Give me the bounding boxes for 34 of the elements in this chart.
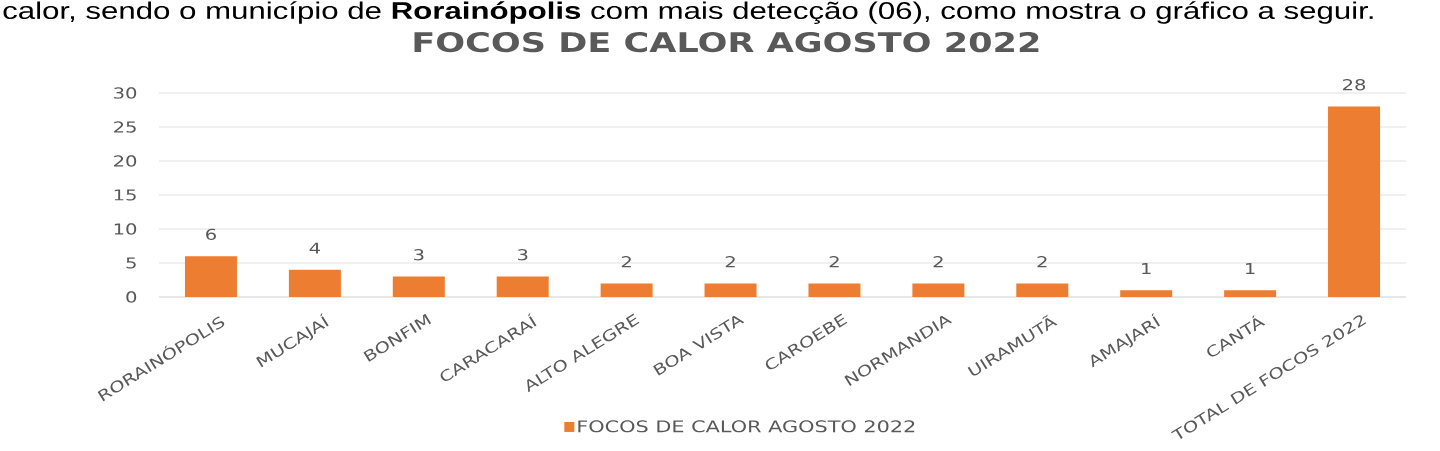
y-tick-label: 20 (114, 155, 137, 167)
data-label: 1 (1142, 263, 1151, 274)
bar (1328, 106, 1381, 297)
data-label: 1 (1246, 263, 1255, 274)
bar (808, 283, 861, 297)
bar (1120, 290, 1173, 297)
data-label: 6 (206, 228, 216, 241)
y-tick-label: 10 (114, 223, 137, 235)
bar (912, 283, 965, 297)
bar (704, 283, 757, 297)
y-tick-label: 30 (114, 87, 137, 99)
legend-label: FOCOS DE CALOR AGOSTO 2022 (578, 420, 915, 433)
y-tick-label: 5 (126, 257, 136, 269)
bar (392, 276, 445, 297)
data-label: 2 (621, 256, 631, 268)
chart-title: FOCOS DE CALOR AGOSTO 2022 (414, 31, 1039, 53)
y-tick-label: 0 (126, 291, 137, 303)
bar (1224, 290, 1277, 297)
bar (496, 276, 549, 297)
data-label: 4 (309, 242, 320, 254)
data-label: 2 (829, 256, 839, 268)
text: calor, sendo o município de Rorainópolis com mais detecção (06), como mostra o gráfico a seguir. (3, 1, 1373, 24)
data-label: 2 (1037, 256, 1047, 268)
data-label: 28 (1343, 79, 1366, 91)
bar (1016, 283, 1069, 297)
data-label: 2 (933, 256, 943, 268)
y-tick-label: 15 (114, 189, 136, 201)
bar (288, 269, 341, 297)
y-tick-label: 25 (114, 121, 136, 133)
data-label: 3 (518, 249, 528, 261)
data-label: 2 (725, 256, 735, 268)
data-label: 3 (414, 249, 424, 261)
bar (600, 283, 653, 297)
bar (184, 256, 237, 297)
